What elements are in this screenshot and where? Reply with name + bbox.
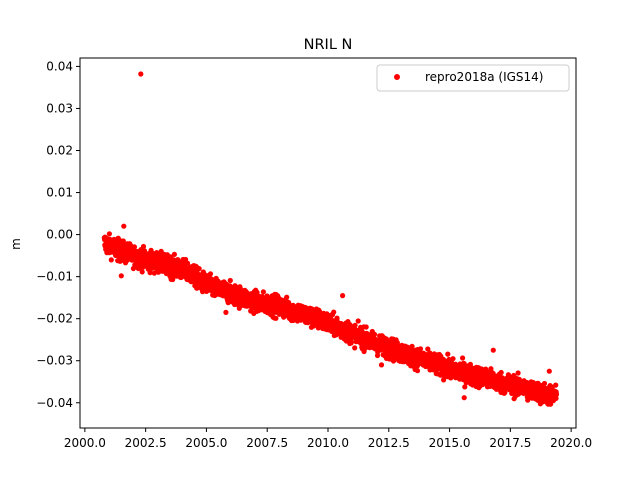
data-point [553,382,559,388]
data-point [483,366,489,372]
data-point [227,277,233,284]
data-point [120,238,126,244]
data-point [194,285,200,291]
y-tick-label: 0.04 [46,59,73,73]
data-point [348,340,354,346]
legend-marker [394,74,400,80]
data-point [273,315,279,321]
x-tick-label: 2017.5 [489,436,531,450]
data-point-outlier [546,368,552,374]
data-point [417,346,424,352]
data-point [236,305,242,311]
data-point [425,346,431,352]
x-axis: 2000.0 2002.5 2005.0 2007.5 2010.0 2012.5 2015… [64,428,592,450]
data-point [462,384,468,390]
data-point [460,355,466,361]
y-tick-label: 0.01 [46,186,73,200]
data-point [352,322,358,328]
chart-title: NRIL N [304,37,353,53]
data-point-outlier [461,395,467,401]
data-point [207,271,214,277]
y-tick-label: −0.02 [36,312,73,326]
data-point-outlier [490,347,496,353]
data-points [101,71,560,407]
data-point [553,391,560,397]
y-tick-label: 0.02 [46,144,73,158]
data-point [553,395,559,401]
x-tick-label: 2012.5 [368,436,410,450]
data-point-outlier [340,293,346,299]
data-point [355,318,361,324]
data-point [331,309,337,315]
data-point [254,289,260,296]
data-point [260,289,266,295]
data-point [515,370,521,376]
x-tick-label: 2010.0 [307,436,349,450]
y-tick-label: −0.03 [36,354,73,368]
y-tick-label: −0.01 [36,270,73,284]
data-point [352,345,358,351]
legend-label: repro2018a (IGS14) [425,70,543,84]
x-tick-label: 2002.5 [125,436,167,450]
data-point [141,248,148,254]
y-tick-label: −0.04 [36,396,73,410]
data-point-outlier [138,71,144,77]
data-point [363,324,369,330]
data-point [541,380,548,387]
data-point-outlier [223,309,229,315]
data-point [170,276,176,283]
y-axis-label: m [9,238,23,250]
data-point [414,368,421,374]
data-point [184,260,191,266]
data-point [140,243,147,250]
data-point [131,244,137,250]
data-point [498,369,504,376]
data-point [334,315,340,321]
data-point [108,257,114,263]
x-tick-label: 2015.0 [429,436,471,450]
y-tick-label: 0.00 [46,228,73,242]
data-point-outlier [121,223,127,229]
x-tick-label: 2005.0 [185,436,227,450]
data-point [106,231,112,237]
data-point [171,251,177,257]
data-point [445,351,451,357]
x-tick-label: 2020.0 [550,436,592,450]
data-point-outlier [378,362,385,368]
x-tick-label: 2007.5 [246,436,288,450]
legend: repro2018a (IGS14) [376,64,570,92]
data-point [139,269,145,275]
data-point [371,331,378,337]
data-point [196,266,202,272]
x-tick-label: 2000.0 [64,436,106,450]
legend-box [376,64,570,92]
data-point [525,397,531,403]
data-point-outlier [118,273,124,279]
y-axis: −0.04 −0.03 −0.02 −0.01 0.00 0.01 0.02 0.03 0.04 [36,59,80,410]
data-point [147,270,153,276]
data-point [284,294,290,300]
data-point [409,343,415,349]
data-point [450,356,456,362]
data-point [461,361,467,367]
data-point [548,401,554,407]
y-tick-label: 0.03 [46,101,73,115]
